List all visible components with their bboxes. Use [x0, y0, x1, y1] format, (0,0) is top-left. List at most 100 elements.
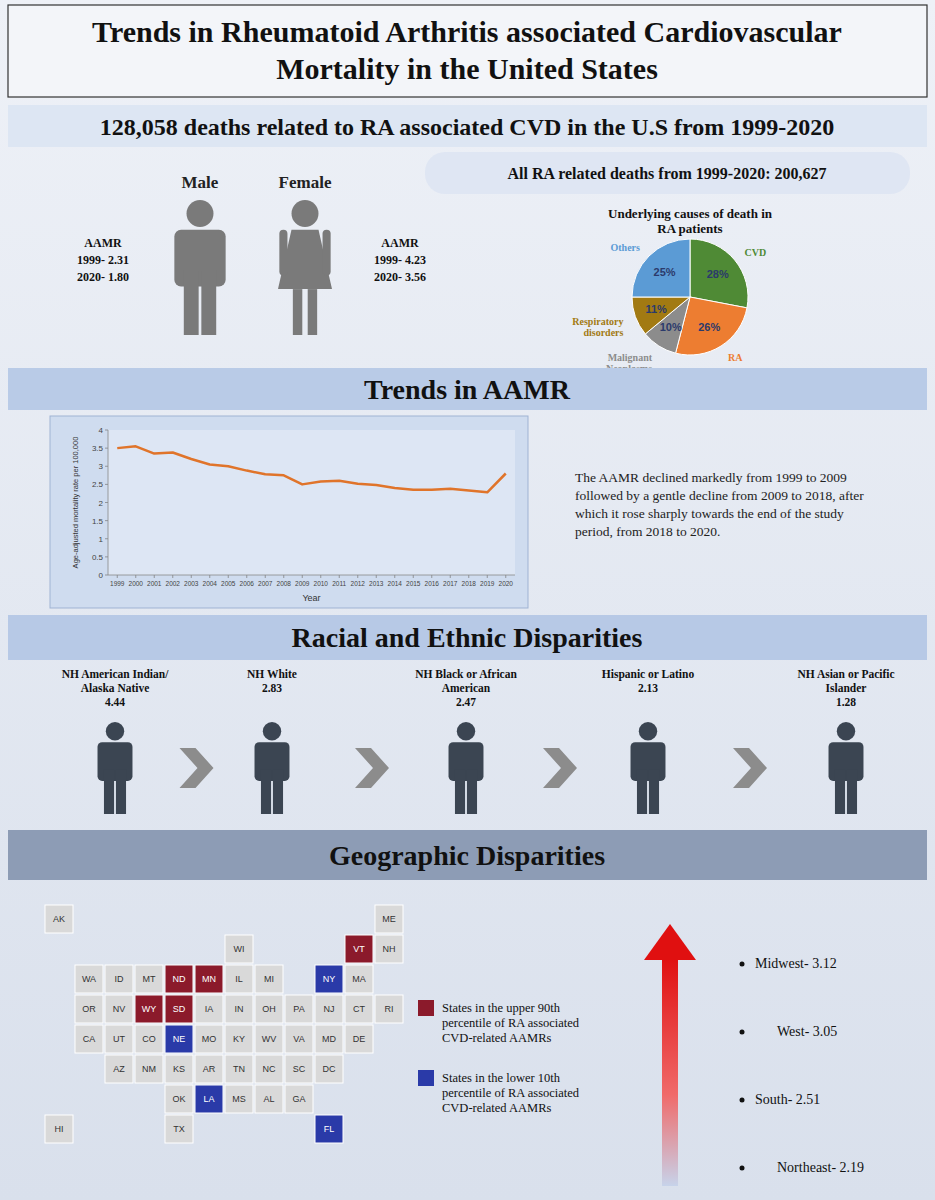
- person-body: [829, 742, 864, 781]
- region-value: West- 3.05: [777, 1024, 837, 1039]
- y-tick: [105, 484, 108, 485]
- legend-swatch: [418, 1070, 434, 1086]
- race-icon: [631, 722, 666, 814]
- legend-swatch: [418, 1000, 434, 1016]
- pie-title: Underlying causes of death inRA patients: [608, 206, 773, 236]
- state-tile: [315, 1115, 343, 1143]
- state-tile: [105, 965, 133, 993]
- pie-category-label: CVD: [745, 247, 767, 258]
- x-tick: [135, 575, 136, 578]
- y-tick-label: 1.5: [92, 517, 104, 526]
- legend-label-line: percentile of RA associated: [442, 1086, 580, 1100]
- state-tile: [375, 995, 403, 1023]
- person-leg: [273, 770, 283, 814]
- state-label: FL: [324, 1124, 335, 1134]
- x-tick: [357, 575, 358, 578]
- headline-band: [8, 105, 927, 147]
- plot-area: [108, 430, 515, 575]
- race-name: NH American Indian/Alaska Native: [62, 668, 170, 694]
- person-body: [278, 230, 332, 289]
- x-tick-label: 2008: [277, 580, 292, 587]
- state-tile: [165, 1115, 193, 1143]
- race-name: Hispanic or Latino: [602, 668, 695, 681]
- state-label: AL: [263, 1094, 274, 1104]
- pie-category-label: RA: [728, 352, 743, 363]
- state-tile: [195, 965, 223, 993]
- x-tick-label: 1999: [110, 580, 125, 587]
- headline: 128,058 deaths related to RA associated …: [100, 114, 834, 140]
- legend-label: States in the upper 90thpercentile of RA…: [442, 1001, 580, 1045]
- x-tick: [265, 575, 266, 578]
- bullet: [740, 1166, 745, 1171]
- person-leg: [116, 770, 126, 814]
- state-label: NC: [263, 1064, 276, 1074]
- state-tile: [105, 1055, 133, 1083]
- person-leg: [637, 770, 647, 814]
- person-leg: [104, 770, 114, 814]
- state-tile: [225, 995, 253, 1023]
- y-tick: [105, 502, 108, 503]
- person-arm: [323, 230, 331, 276]
- legend-label-line: CVD-related AAMRs: [442, 1031, 551, 1045]
- x-tick-label: 2002: [166, 580, 181, 587]
- x-tick-label: 2017: [443, 580, 458, 587]
- race-name-line: American: [442, 682, 491, 694]
- pie-data-label: 11%: [645, 303, 667, 315]
- x-tick-label: 2006: [240, 580, 255, 587]
- state-tile: [75, 995, 103, 1023]
- tile-map: AKMEWIVTNHWAIDMTNDMNILMINYMAORNVWYSDIAIN…: [45, 905, 403, 1143]
- state-label: MO: [202, 1034, 217, 1044]
- bullet: [740, 1030, 745, 1035]
- person-head: [457, 722, 475, 740]
- infographic: Trends in Rheumatoid Arthritis associate…: [0, 0, 935, 1200]
- y-tick-label: 3.5: [92, 444, 104, 453]
- sex-icon: [174, 200, 225, 335]
- state-label: KY: [233, 1034, 245, 1044]
- y-tick-label: 3: [99, 462, 104, 471]
- trends-text-line: which it rose sharply towards the end of…: [575, 506, 844, 521]
- title: Trends in Rheumatoid Arthritis associate…: [92, 15, 842, 85]
- race-icon: [255, 722, 290, 814]
- y-tick-label: 1: [99, 535, 104, 544]
- race-name-line: NH Asian or Pacific: [797, 668, 894, 680]
- pie-slice: [632, 239, 690, 297]
- state-tile: [315, 995, 343, 1023]
- y-tick: [105, 466, 108, 467]
- pie-slice: [632, 297, 690, 334]
- y-tick: [105, 520, 108, 521]
- state-label: SD: [173, 1004, 186, 1014]
- x-tick: [154, 575, 155, 578]
- section-title: Racial and Ethnic Disparities: [292, 622, 643, 653]
- region-value: Midwest- 3.12: [755, 956, 837, 971]
- x-tick-label: 2011: [332, 580, 346, 587]
- person-body: [98, 742, 133, 781]
- pie-data-label: 26%: [698, 321, 720, 333]
- person-head: [292, 200, 319, 227]
- state-tile: [375, 935, 403, 963]
- state-label: GA: [292, 1094, 305, 1104]
- pie-slice: [690, 239, 748, 308]
- x-tick-label: 2015: [406, 580, 421, 587]
- state-tile: [135, 965, 163, 993]
- person-head: [263, 722, 281, 740]
- x-tick: [246, 575, 247, 578]
- state-tile: [165, 1055, 193, 1083]
- state-label: CT: [353, 1004, 365, 1014]
- y-tick-label: 2: [99, 499, 104, 508]
- legend-label-line: percentile of RA associated: [442, 1016, 580, 1030]
- state-label: PA: [293, 1004, 304, 1014]
- state-label: NM: [142, 1064, 156, 1074]
- x-tick: [505, 575, 506, 578]
- state-label: WI: [234, 944, 245, 954]
- state-tile: [195, 1055, 223, 1083]
- person-leg: [308, 289, 317, 335]
- race-name: NH Black or AfricanAmerican: [415, 668, 517, 694]
- race-value: 2.13: [638, 682, 658, 694]
- trends-text: The AAMR declined markedly from 1999 to …: [575, 470, 864, 539]
- sex-label: Male: [182, 173, 219, 192]
- chevron: [355, 748, 389, 788]
- state-label: NH: [383, 944, 396, 954]
- race-name-line: NH American Indian/: [62, 668, 170, 680]
- x-tick: [487, 575, 488, 578]
- all-deaths: All RA related deaths from 1999-2020: 20…: [508, 165, 827, 182]
